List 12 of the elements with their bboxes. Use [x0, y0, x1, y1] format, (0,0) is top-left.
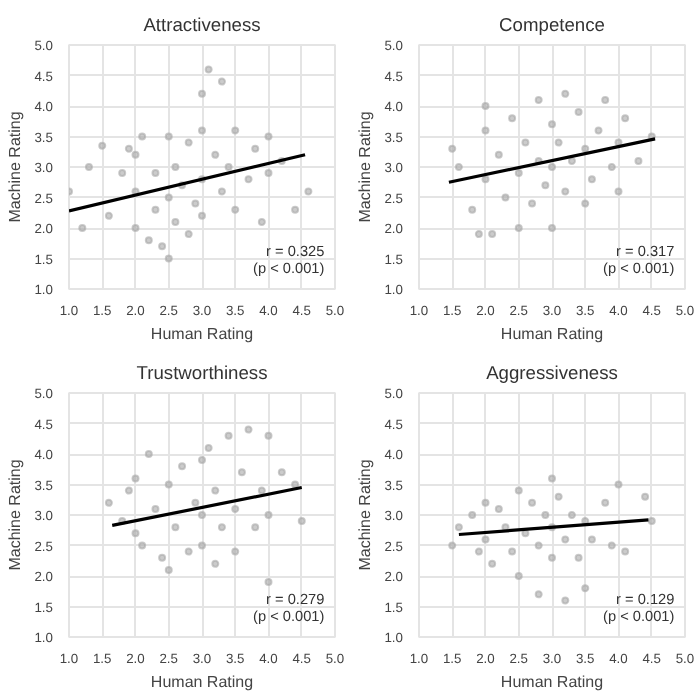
chart-title: Competence: [499, 15, 605, 35]
x-axis-title: Human Rating: [500, 673, 604, 691]
chart-title: Trustworthiness: [136, 363, 269, 383]
chart-title: Attractiveness: [143, 15, 262, 35]
x-axis-title: Human Rating: [150, 325, 254, 343]
y-axis-title: Machine Rating: [356, 459, 375, 571]
y-axis-title: Machine Rating: [356, 111, 375, 223]
y-axis-title: Machine Rating: [6, 459, 25, 571]
x-axis-title: Human Rating: [150, 673, 254, 691]
chart-title: Aggressiveness: [486, 363, 619, 383]
x-axis-title: Human Rating: [500, 325, 604, 343]
y-axis-title: Machine Rating: [6, 111, 25, 223]
